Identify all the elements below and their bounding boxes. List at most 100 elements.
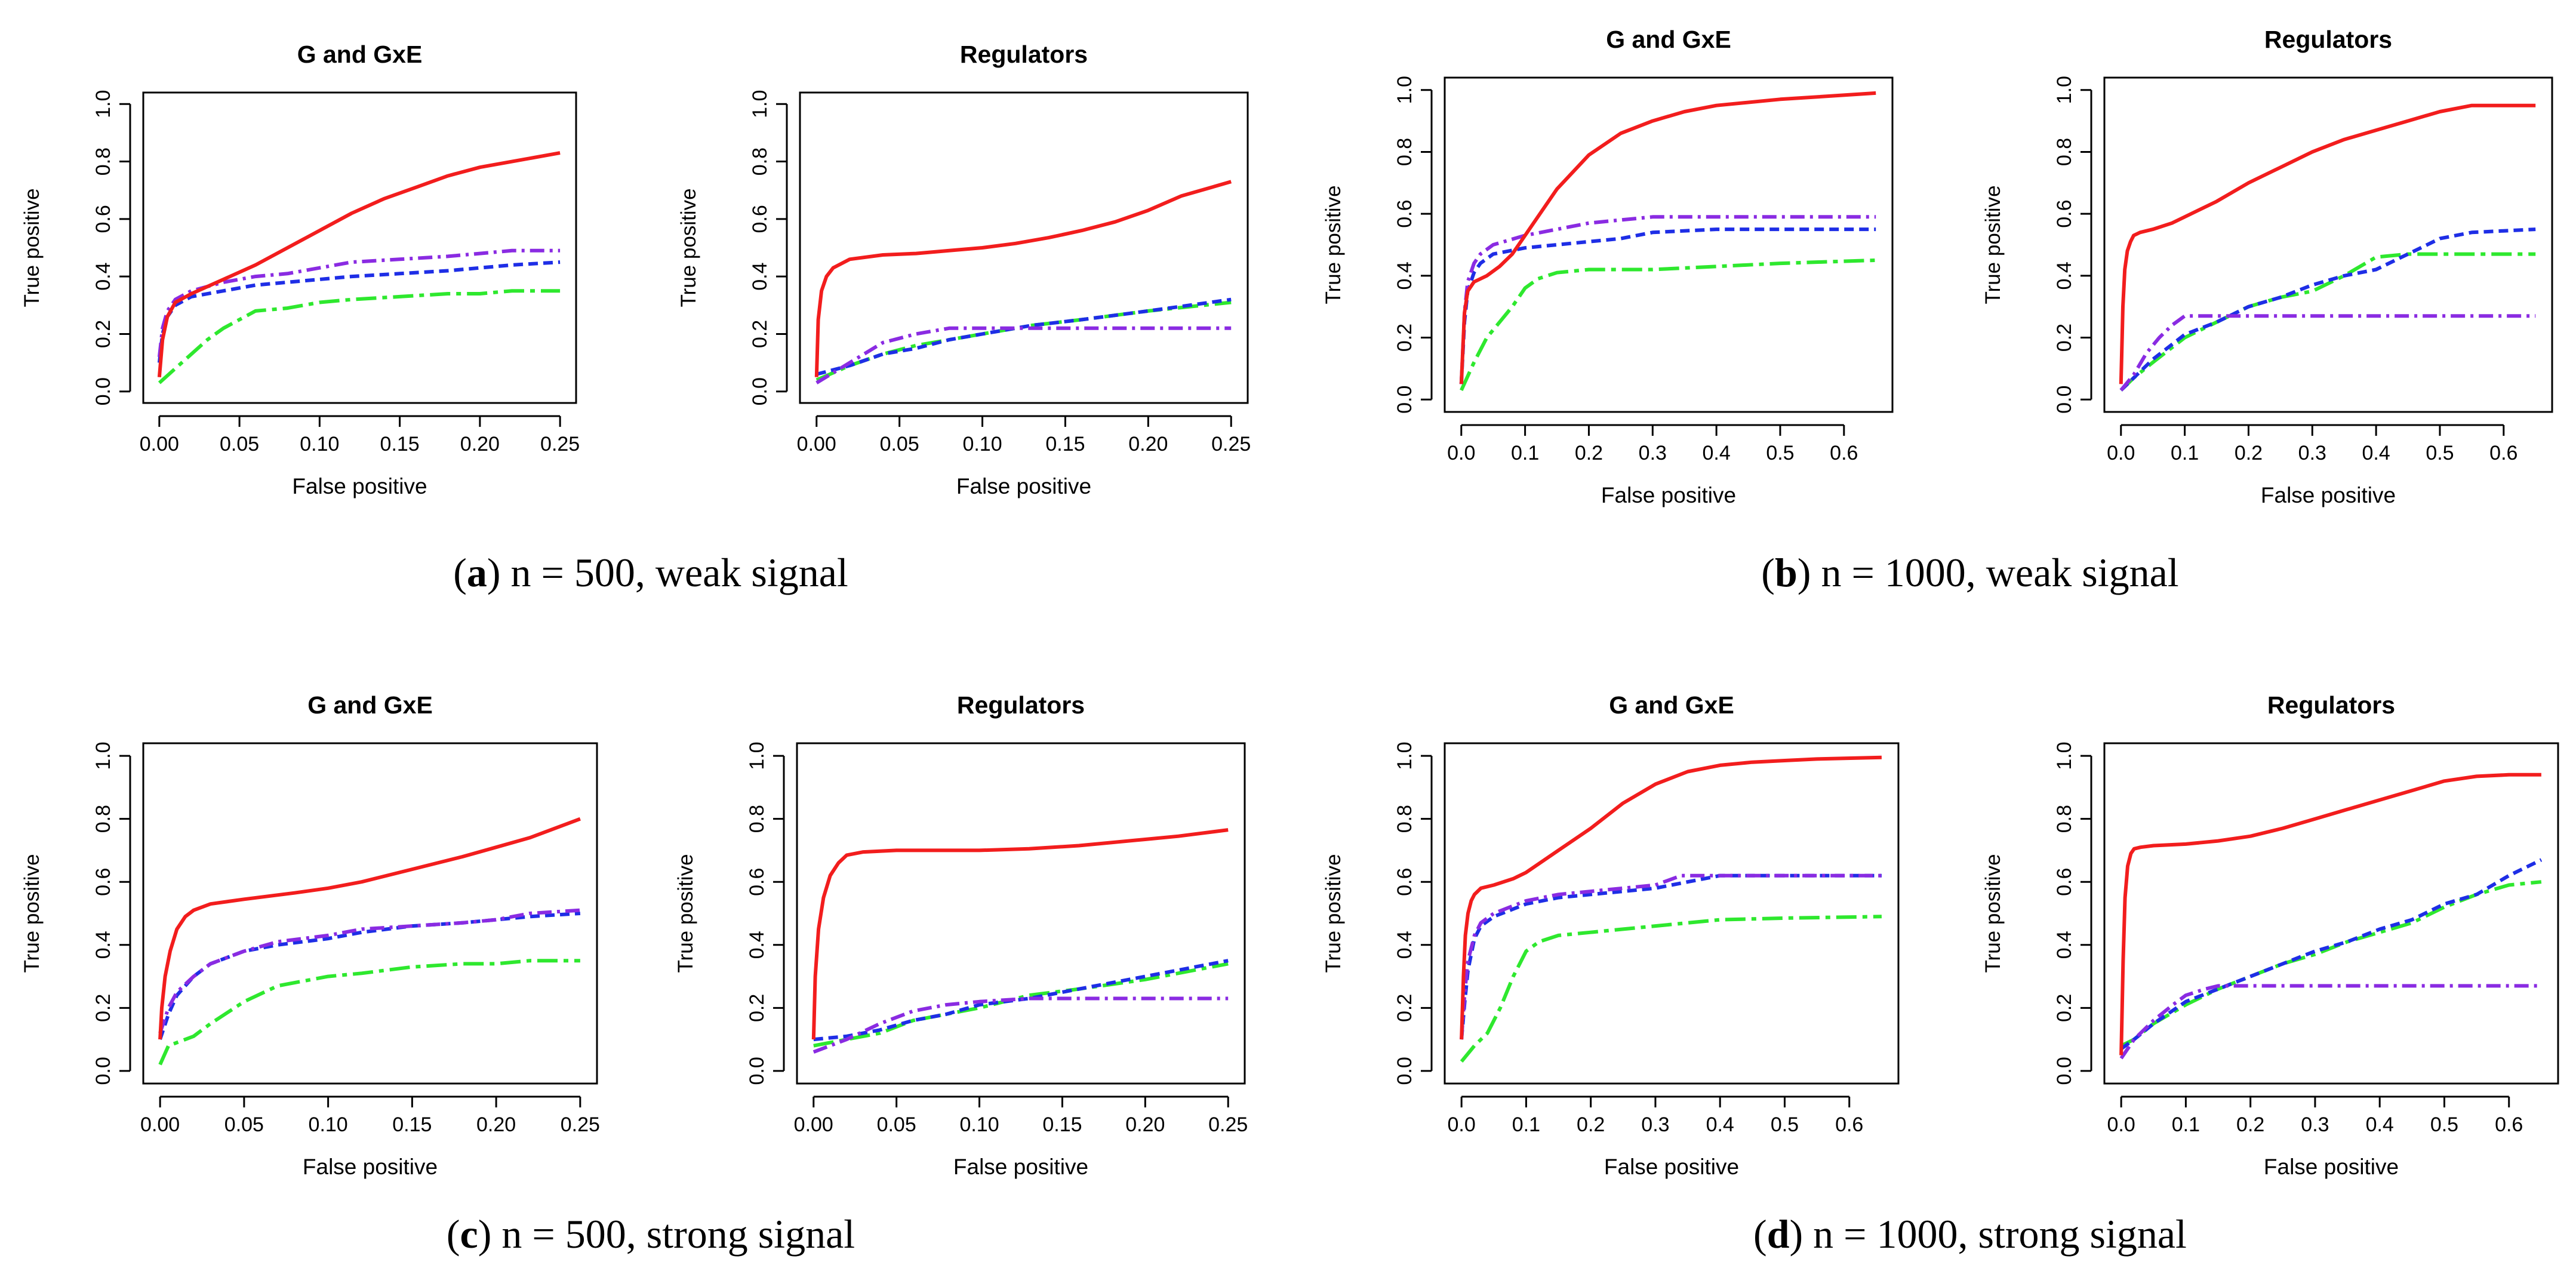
plot-frame bbox=[142, 742, 598, 1085]
x-tick-label: 0.4 bbox=[2362, 442, 2390, 464]
x-axis-label: False positive bbox=[2264, 1155, 2399, 1179]
x-tick-label: 0.5 bbox=[1771, 1113, 1799, 1136]
y-tick-label: 0.2 bbox=[92, 320, 115, 348]
captions: (a) n = 500, weak signal (b) n = 1000, w… bbox=[447, 550, 2187, 1257]
series-line-purple bbox=[1459, 215, 1876, 384]
chart-title: Regulators bbox=[960, 41, 1088, 68]
y-tick-label: 0.2 bbox=[1393, 994, 1416, 1022]
y-tick-label: 0.4 bbox=[1393, 931, 1416, 959]
caption-d-letter: d bbox=[1767, 1211, 1790, 1257]
caption-d-text: n = 1000, strong signal bbox=[1803, 1211, 2187, 1257]
caption-b: (b) n = 1000, weak signal bbox=[1761, 550, 2178, 595]
chart-title: G and GxE bbox=[297, 41, 423, 68]
y-tick-label: 0.0 bbox=[749, 377, 771, 405]
y-tick-label: 0.4 bbox=[746, 931, 768, 959]
y-tick-label: 0.2 bbox=[2053, 324, 2076, 352]
x-tick-label: 0.0 bbox=[2107, 442, 2135, 464]
y-tick-label: 0.8 bbox=[92, 805, 115, 833]
series-line-red bbox=[1459, 91, 1876, 384]
x-tick-label: 0.3 bbox=[2298, 442, 2326, 464]
x-tick-label: 0.1 bbox=[1512, 1113, 1540, 1136]
plot-frame bbox=[799, 91, 1249, 404]
caption-a-text: n = 500, weak signal bbox=[501, 550, 848, 595]
series-line-purple bbox=[815, 326, 1232, 384]
series-line-purple bbox=[2119, 314, 2536, 392]
x-tick-label: 0.00 bbox=[140, 1113, 180, 1136]
series-line-red bbox=[1460, 755, 1882, 1040]
series-line-red bbox=[2119, 103, 2536, 384]
x-axis-label: False positive bbox=[953, 1155, 1088, 1179]
y-tick-label: 0.2 bbox=[92, 994, 115, 1022]
x-tick-label: 0.20 bbox=[1128, 433, 1168, 456]
series-line-red bbox=[157, 151, 561, 377]
y-tick-label: 0.0 bbox=[92, 1057, 115, 1085]
y-tick-label: 0.4 bbox=[92, 931, 115, 959]
y-tick-label: 0.4 bbox=[92, 263, 115, 291]
x-tick-label: 0.2 bbox=[2235, 442, 2263, 464]
x-tick-label: 0.6 bbox=[2489, 442, 2517, 464]
y-tick-label: 1.0 bbox=[92, 90, 115, 118]
y-axis-label: True positive bbox=[1981, 854, 2005, 972]
series-line-green bbox=[2120, 880, 2542, 1048]
caption-a-letter: a bbox=[467, 550, 487, 595]
x-tick-label: 0.00 bbox=[140, 433, 179, 456]
x-tick-label: 0.05 bbox=[224, 1113, 264, 1136]
series-line-purple bbox=[2119, 984, 2541, 1060]
y-tick-label: 0.6 bbox=[92, 205, 115, 233]
chart-title: G and GxE bbox=[307, 691, 433, 719]
x-tick-label: 0.4 bbox=[2366, 1113, 2394, 1136]
x-tick-label: 0.10 bbox=[959, 1113, 999, 1136]
x-tick-label: 0.3 bbox=[1639, 442, 1667, 464]
x-tick-label: 0.3 bbox=[2301, 1113, 2329, 1136]
x-tick-label: 0.25 bbox=[561, 1113, 600, 1136]
x-tick-label: 0.00 bbox=[797, 433, 836, 456]
y-tick-label: 0.8 bbox=[749, 147, 771, 176]
caption-b-letter: b bbox=[1775, 550, 1798, 595]
plot-frame bbox=[142, 91, 577, 404]
y-tick-label: 1.0 bbox=[2053, 76, 2076, 104]
y-tick-label: 0.8 bbox=[746, 805, 768, 833]
y-tick-label: 0.0 bbox=[2053, 386, 2076, 414]
plot-frame bbox=[2103, 742, 2559, 1085]
y-tick-label: 0.0 bbox=[92, 377, 115, 405]
y-tick-label: 0.8 bbox=[92, 147, 115, 176]
x-tick-label: 0.25 bbox=[1208, 1113, 1248, 1136]
y-tick-label: 0.4 bbox=[1393, 261, 1416, 290]
x-tick-label: 0.0 bbox=[1448, 1113, 1476, 1136]
x-tick-label: 0.10 bbox=[309, 1113, 348, 1136]
series-line-blue bbox=[157, 260, 561, 363]
series-line-red bbox=[158, 817, 581, 1040]
y-tick-label: 0.2 bbox=[746, 994, 768, 1022]
y-tick-label: 1.0 bbox=[1393, 76, 1416, 104]
x-tick-label: 0.20 bbox=[1125, 1113, 1165, 1136]
series-line-purple bbox=[157, 248, 561, 358]
y-tick-label: 0.2 bbox=[2053, 994, 2076, 1022]
y-tick-label: 0.0 bbox=[1393, 1057, 1416, 1085]
y-tick-label: 0.8 bbox=[2053, 805, 2076, 833]
x-tick-label: 0.1 bbox=[2171, 442, 2199, 464]
series-line-blue bbox=[1460, 873, 1882, 1040]
series-line-purple bbox=[158, 908, 581, 1034]
series-line-green bbox=[1460, 258, 1876, 391]
y-tick-label: 0.4 bbox=[2053, 931, 2076, 959]
y-axis-label: True positive bbox=[1322, 185, 1345, 304]
x-tick-label: 0.00 bbox=[794, 1113, 833, 1136]
series-line-green bbox=[158, 289, 561, 384]
series-line-blue bbox=[1459, 227, 1876, 384]
caption-c-letter: c bbox=[460, 1211, 478, 1257]
x-tick-label: 0.6 bbox=[2495, 1113, 2523, 1136]
plot-frame bbox=[796, 742, 1246, 1085]
x-tick-label: 0.15 bbox=[1045, 433, 1085, 456]
y-axis-label: True positive bbox=[20, 188, 44, 307]
x-tick-label: 0.2 bbox=[1575, 442, 1603, 464]
series-line-purple bbox=[1460, 873, 1882, 1040]
chart-panel-c-g-and-gxe: G and GxE 0.00 0.05 0.10 0.15 0.20 0.25 0.0 0.2 0… bbox=[20, 691, 600, 1179]
y-axis-label: True positive bbox=[674, 854, 697, 972]
x-axis-label: False positive bbox=[292, 474, 427, 498]
y-tick-label: 0.0 bbox=[746, 1057, 768, 1085]
y-tick-label: 0.8 bbox=[1393, 138, 1416, 166]
chart-panel-d-regulators: Regulators 0.0 0.1 0.2 0.3 0.4 0.5 0.6 0.0 0.2 0.4… bbox=[1981, 691, 2559, 1179]
y-tick-label: 1.0 bbox=[1393, 741, 1416, 770]
chart-panel-b-g-and-gxe: G and GxE 0.0 0.1 0.2 0.3 0.4 0.5 0.6 0.0 0.2 0.4 0… bbox=[1322, 26, 1894, 507]
series-line-red bbox=[811, 828, 1229, 1040]
